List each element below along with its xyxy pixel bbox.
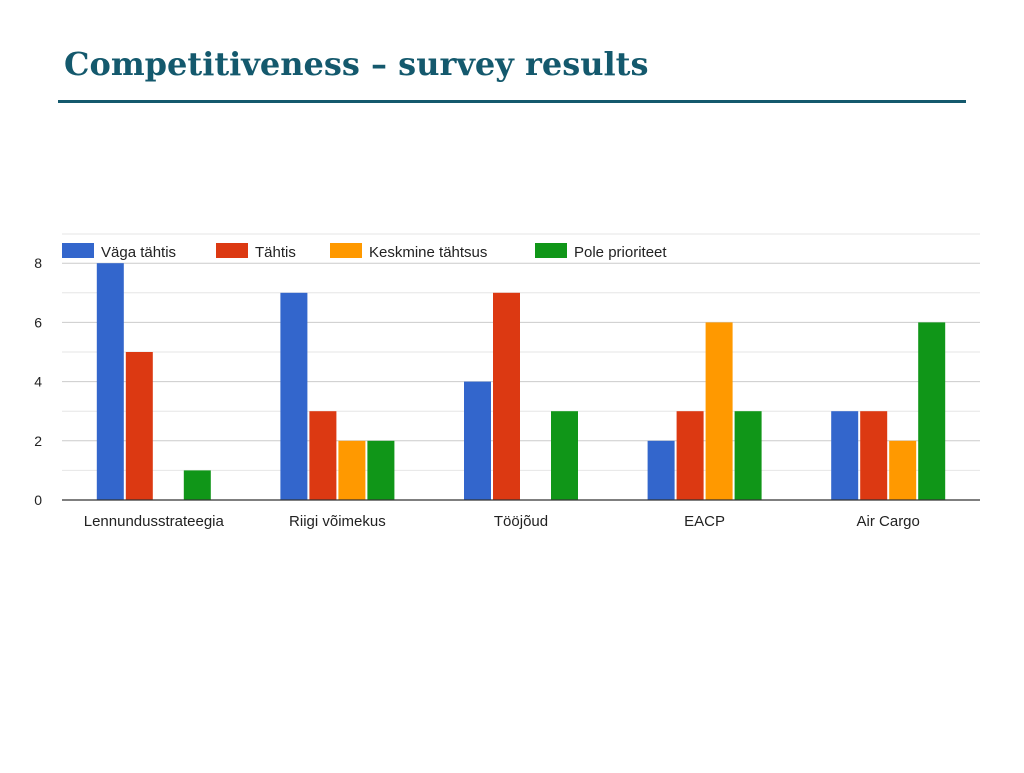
legend-label: Keskmine tähtsus: [369, 244, 487, 261]
x-tick-label: Riigi võimekus: [289, 513, 386, 530]
bar[interactable]: [464, 381, 491, 500]
bar[interactable]: [96, 263, 124, 500]
bar[interactable]: [918, 322, 946, 500]
bar[interactable]: [647, 440, 675, 500]
x-tick-label: Lennundusstrateegia: [84, 513, 225, 530]
bar[interactable]: [860, 411, 888, 500]
legend-label: Pole prioriteet: [574, 244, 667, 261]
legend-label: Tähtis: [255, 244, 296, 261]
legend-swatch: [535, 243, 567, 258]
x-tick-label: Air Cargo: [857, 513, 920, 530]
bar[interactable]: [338, 440, 366, 500]
bar[interactable]: [309, 411, 337, 500]
bar[interactable]: [280, 292, 308, 500]
x-tick-label: Tööjõud: [494, 513, 548, 530]
bar[interactable]: [493, 292, 520, 500]
bar[interactable]: [889, 440, 917, 500]
slide-title: Competitiveness – survey results: [64, 45, 649, 83]
bar[interactable]: [831, 411, 859, 500]
bar[interactable]: [551, 411, 578, 500]
legend-swatch: [216, 243, 248, 258]
bar[interactable]: [705, 322, 733, 500]
y-tick-label: 0: [34, 492, 42, 508]
bar[interactable]: [734, 411, 762, 500]
legend-swatch: [330, 243, 362, 258]
y-tick-label: 4: [34, 374, 42, 390]
legend-swatch: [62, 243, 94, 258]
title-divider: [58, 100, 966, 103]
bar[interactable]: [125, 352, 153, 500]
y-tick-label: 2: [34, 433, 42, 449]
bar[interactable]: [676, 411, 704, 500]
x-tick-label: EACP: [684, 513, 725, 530]
legend-label: Väga tähtis: [101, 244, 176, 261]
y-tick-label: 6: [34, 314, 42, 330]
bar[interactable]: [367, 440, 395, 500]
y-tick-label: 8: [34, 255, 42, 271]
bar[interactable]: [183, 470, 211, 500]
